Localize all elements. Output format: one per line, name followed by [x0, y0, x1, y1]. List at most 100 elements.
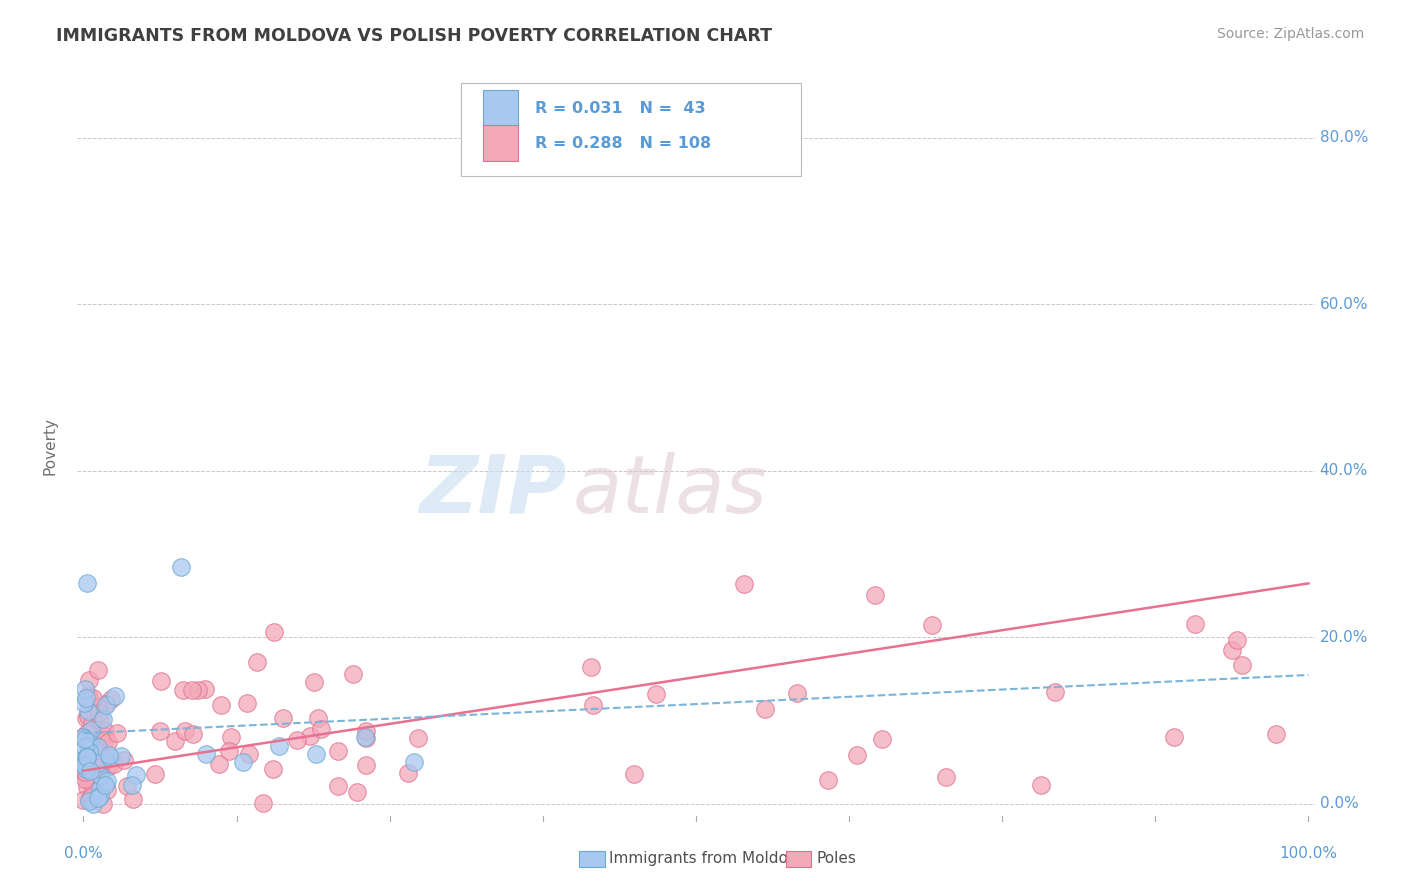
Text: 100.0%: 100.0%	[1279, 846, 1337, 861]
Point	[90, 756, 112, 771]
Point	[77, 688, 100, 702]
Point	[89, 789, 111, 803]
Point	[172, 682, 194, 697]
Point	[246, 655, 269, 669]
Point	[94, 732, 117, 747]
Point	[76, 728, 98, 742]
Point	[194, 747, 217, 761]
Point	[93, 729, 115, 743]
Point	[91, 712, 114, 726]
Point	[75, 691, 97, 706]
Point	[786, 686, 808, 700]
Point	[1163, 730, 1185, 744]
Text: 60.0%: 60.0%	[1320, 297, 1368, 312]
Point	[645, 687, 668, 701]
Point	[346, 784, 368, 798]
Point	[271, 710, 294, 724]
Point	[76, 750, 98, 764]
Point	[76, 756, 98, 771]
Point	[82, 690, 104, 705]
Point	[236, 696, 259, 710]
Point	[79, 728, 101, 742]
Point	[73, 696, 96, 710]
Point	[82, 739, 104, 753]
Point	[96, 773, 118, 788]
Text: Poles: Poles	[817, 852, 856, 866]
Point	[122, 792, 145, 806]
Point	[356, 723, 378, 738]
Text: R = 0.288   N = 108: R = 0.288 N = 108	[536, 136, 711, 151]
Point	[103, 689, 125, 703]
Point	[89, 713, 111, 727]
Point	[328, 744, 350, 758]
Point	[1230, 658, 1253, 673]
Point	[110, 748, 132, 763]
FancyBboxPatch shape	[461, 83, 801, 177]
Point	[97, 734, 120, 748]
Point	[180, 682, 202, 697]
Point	[194, 682, 217, 697]
Point	[75, 751, 97, 765]
Point	[76, 576, 98, 591]
Point	[114, 753, 136, 767]
Point	[238, 747, 260, 761]
Point	[76, 726, 98, 740]
Point	[79, 692, 101, 706]
Point	[354, 758, 377, 772]
Point	[79, 790, 101, 805]
Point	[96, 782, 118, 797]
Point	[75, 681, 97, 696]
Point	[121, 779, 143, 793]
Text: R = 0.031   N =  43: R = 0.031 N = 43	[536, 101, 706, 116]
Point	[80, 778, 103, 792]
Point	[396, 766, 419, 780]
Point	[72, 793, 94, 807]
Point	[75, 764, 97, 779]
Point	[76, 749, 98, 764]
Point	[73, 757, 96, 772]
Point	[209, 698, 232, 712]
Point	[733, 577, 755, 591]
Text: atlas: atlas	[572, 452, 768, 530]
Point	[1043, 685, 1066, 699]
Point	[579, 660, 602, 674]
Text: Immigrants from Moldova: Immigrants from Moldova	[609, 852, 806, 866]
Point	[77, 791, 100, 805]
Point	[79, 794, 101, 808]
Text: 0.0%: 0.0%	[1320, 797, 1358, 812]
Point	[79, 764, 101, 778]
Point	[174, 723, 197, 738]
Point	[82, 717, 104, 731]
Point	[149, 674, 172, 689]
Point	[187, 683, 209, 698]
Point	[87, 700, 110, 714]
Point	[80, 723, 103, 737]
Point	[90, 748, 112, 763]
Point	[406, 731, 429, 745]
Point	[181, 727, 204, 741]
Point	[1264, 727, 1286, 741]
Point	[79, 736, 101, 750]
Point	[72, 731, 94, 745]
Point	[77, 739, 100, 754]
Point	[73, 772, 96, 787]
Point	[208, 756, 231, 771]
Point	[103, 756, 125, 771]
Point	[354, 731, 377, 745]
Bar	[484, 90, 517, 126]
Point	[1031, 778, 1053, 792]
Point	[77, 744, 100, 758]
Point	[232, 756, 254, 770]
Point	[73, 739, 96, 754]
Point	[170, 559, 193, 574]
Point	[87, 663, 110, 677]
Point	[218, 744, 240, 758]
Text: ZIP: ZIP	[419, 452, 567, 530]
Point	[143, 767, 166, 781]
Point	[309, 723, 332, 737]
Point	[307, 711, 329, 725]
Point	[863, 588, 886, 602]
Point	[84, 743, 107, 757]
Point	[94, 723, 117, 738]
Point	[1220, 643, 1243, 657]
